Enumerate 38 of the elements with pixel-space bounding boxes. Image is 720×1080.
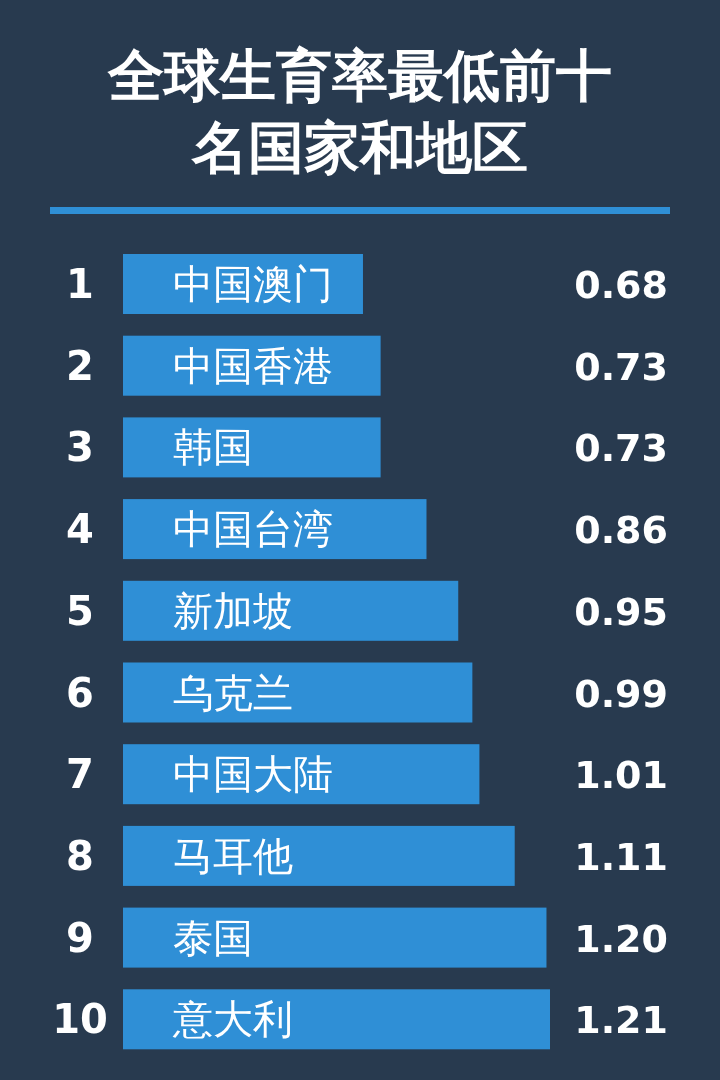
bar — [123, 989, 550, 1050]
y-tick-label: 中国香港 — [173, 342, 333, 389]
data-label: 1.21 — [574, 998, 668, 1043]
text: 2 — [66, 342, 94, 389]
bar — [123, 580, 459, 641]
text: 5 — [66, 587, 94, 634]
data-label: 0.73 — [574, 426, 668, 471]
bar — [123, 744, 480, 805]
text: 6 — [66, 669, 94, 716]
bar — [123, 825, 515, 886]
chart-title: 全球生育率最低前十名国家和地区 — [107, 43, 612, 180]
text: 10 — [52, 996, 108, 1043]
y-tick-label: 乌克兰 — [173, 669, 293, 716]
y-tick-label: 韩国 — [173, 424, 253, 471]
text: 4 — [66, 506, 94, 553]
bar — [123, 662, 473, 723]
data-label: 0.99 — [574, 671, 668, 716]
data-label: 1.20 — [574, 916, 668, 961]
text: 8 — [66, 832, 94, 879]
data-label: 0.86 — [574, 508, 668, 553]
y-tick-label: 中国大陆 — [173, 751, 333, 798]
data-label: 1.11 — [574, 834, 668, 879]
text: 7 — [66, 751, 94, 798]
data-label: 0.95 — [574, 589, 668, 634]
data-label: 0.68 — [574, 263, 668, 307]
bar — [123, 417, 381, 478]
y-tick-label: 中国澳门 — [173, 261, 333, 307]
text: 9 — [66, 914, 94, 961]
y-tick-label: 马耳他 — [173, 832, 293, 879]
bar — [123, 907, 547, 968]
y-tick-label: 新加坡 — [173, 587, 293, 634]
data-label: 0.73 — [574, 344, 668, 389]
text: 3 — [66, 424, 94, 471]
text: 1 — [66, 261, 94, 307]
data-label: 1.01 — [574, 753, 668, 798]
y-tick-label: 泰国 — [173, 914, 253, 961]
y-tick-label: 意大利 — [172, 996, 293, 1043]
y-tick-label: 中国台湾 — [173, 506, 333, 553]
